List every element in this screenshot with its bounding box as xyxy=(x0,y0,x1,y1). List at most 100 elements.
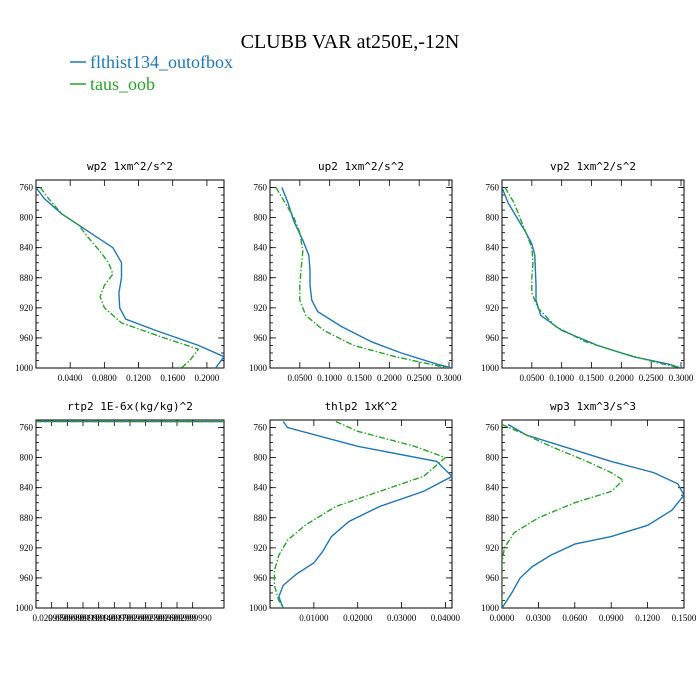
x-tick-label: 0.0800 xyxy=(92,373,117,383)
legend-label-2: taus_oob xyxy=(90,74,155,94)
y-tick-label: 960 xyxy=(254,573,268,583)
x-tick-label: 0.1200 xyxy=(635,613,660,623)
series-line-taus-oob xyxy=(502,423,625,608)
x-tick-label: 0.0600 xyxy=(562,613,587,623)
x-tick-label: 0.0900 xyxy=(599,613,624,623)
y-tick-label: 920 xyxy=(486,543,500,553)
x-tick-label: 0.1499999 xyxy=(95,613,134,623)
x-tick-label: 0.1500 xyxy=(347,373,372,383)
panel-frame xyxy=(501,179,685,369)
panel-5: thlp2 1xK^2 760 800 840 880 920 960 1000 0.01000… xyxy=(249,400,461,623)
series-line-flthist134-outofbox xyxy=(278,421,452,608)
x-tick-label: 0.0299999 xyxy=(33,613,72,623)
y-tick-label: 880 xyxy=(254,273,268,283)
x-tick-label: 0.2000 xyxy=(609,373,634,383)
y-tick-label: 800 xyxy=(254,453,268,463)
legend-label-1: flthist134_outofbox xyxy=(90,52,233,72)
y-tick-label: 760 xyxy=(20,423,34,433)
y-tick-label: 1000 xyxy=(481,363,500,373)
y-tick-label: 1000 xyxy=(15,363,34,373)
y-tick-label: 880 xyxy=(486,513,500,523)
x-tick-label: 0.1199999 xyxy=(80,613,118,623)
panel-frame xyxy=(269,419,453,609)
panel-title: rtp2 1E-6x(kg/kg)^2 xyxy=(67,400,193,413)
x-tick-label: 0.1500 xyxy=(579,373,604,383)
series-line-flthist134-outofbox xyxy=(36,420,224,423)
y-tick-label: 880 xyxy=(254,513,268,523)
series-line-taus-oob xyxy=(36,420,224,423)
x-tick-label: 0.1000 xyxy=(549,373,574,383)
panel-title: wp3 1xm^3/s^3 xyxy=(550,400,636,413)
x-tick-label: 0.1600 xyxy=(160,373,185,383)
y-tick-label: 760 xyxy=(486,423,500,433)
x-tick-label: 0.2999990 xyxy=(174,613,213,623)
x-tick-label: 0.2399999 xyxy=(142,613,181,623)
panel-2: up2 1xm^2/s^2 760 800 840 880 920 960 1000 0.050… xyxy=(249,160,462,383)
x-tick-label: 0.02000 xyxy=(343,613,373,623)
panel-4: rtp2 1E-6x(kg/kg)^2 760 800 840 880 920 960 100… xyxy=(15,400,225,623)
panel-6: wp3 1xm^3/s^3 760 800 840 880 920 960 10000.000… xyxy=(481,400,697,623)
y-tick-label: 880 xyxy=(486,273,500,283)
y-tick-label: 960 xyxy=(486,333,500,343)
x-tick-label: 0.0300 xyxy=(526,613,551,623)
y-tick-label: 760 xyxy=(254,183,268,193)
panels: wp2 1xm^2/s^2 760 800 840 880 920 960 1000 0.040… xyxy=(15,160,697,623)
y-tick-label: 840 xyxy=(486,243,500,253)
y-tick-label: 1000 xyxy=(481,603,500,613)
x-tick-label: 0.0599999 xyxy=(48,613,87,623)
series-line-taus-oob xyxy=(39,187,200,368)
x-tick-label: 0.2000 xyxy=(195,373,220,383)
y-tick-label: 760 xyxy=(20,183,34,193)
figure-legend: flthist134_outofbox taus_oob xyxy=(70,52,233,94)
series-line-taus-oob xyxy=(275,187,450,368)
y-tick-label: 800 xyxy=(486,213,500,223)
series-line-flthist134-outofbox xyxy=(502,423,684,608)
y-tick-label: 800 xyxy=(486,453,500,463)
y-tick-label: 960 xyxy=(20,573,34,583)
panel-title: thlp2 1xK^2 xyxy=(325,400,398,413)
y-tick-label: 960 xyxy=(20,333,34,343)
y-tick-label: 760 xyxy=(254,423,268,433)
y-tick-label: 1000 xyxy=(249,363,268,373)
x-tick-label: 0.0899999 xyxy=(64,613,103,623)
series-line-flthist134-outofbox xyxy=(502,187,682,368)
y-tick-label: 960 xyxy=(486,573,500,583)
series-line-flthist134-outofbox xyxy=(281,187,452,368)
x-tick-label: 0.1200 xyxy=(126,373,151,383)
y-tick-label: 920 xyxy=(254,543,268,553)
panel-title: up2 1xm^2/s^2 xyxy=(318,160,404,173)
panel-1: wp2 1xm^2/s^2 760 800 840 880 920 960 1000 0.040… xyxy=(15,160,225,383)
x-tick-label: 0.2000 xyxy=(377,373,402,383)
panel-title: vp2 1xm^2/s^2 xyxy=(550,160,636,173)
series-line-taus-oob xyxy=(504,187,682,368)
y-tick-label: 800 xyxy=(20,213,34,223)
y-tick-label: 840 xyxy=(254,483,268,493)
y-tick-label: 840 xyxy=(486,483,500,493)
x-tick-label: 0.1799999 xyxy=(111,613,150,623)
y-tick-label: 920 xyxy=(20,303,34,313)
x-tick-label: 0.04000 xyxy=(431,613,461,623)
x-tick-label: 0.03000 xyxy=(387,613,417,623)
x-tick-label: 0.01000 xyxy=(299,613,329,623)
series-line-flthist134-outofbox xyxy=(36,187,224,368)
y-tick-label: 920 xyxy=(254,303,268,313)
x-tick-label: 0.2099999 xyxy=(127,613,166,623)
figure-title: CLUBB VAR at250E,-12N xyxy=(241,31,460,53)
y-tick-label: 1000 xyxy=(15,603,34,613)
y-tick-label: 760 xyxy=(486,183,500,193)
series-line-taus-oob xyxy=(273,420,447,608)
panel-frame xyxy=(501,419,685,609)
panel-frame xyxy=(269,179,453,369)
y-tick-label: 960 xyxy=(254,333,268,343)
x-tick-label: 0.2500 xyxy=(407,373,432,383)
x-tick-label: 0.0000 xyxy=(490,613,515,623)
y-tick-label: 840 xyxy=(20,483,34,493)
y-tick-label: 1000 xyxy=(249,603,268,613)
y-tick-label: 800 xyxy=(254,213,268,223)
x-tick-label: 0.3000 xyxy=(437,373,462,383)
x-tick-label: 0.0500 xyxy=(287,373,312,383)
x-tick-label: 0.1000 xyxy=(317,373,342,383)
panel-frame xyxy=(35,179,225,369)
x-tick-label: 0.0400 xyxy=(58,373,83,383)
